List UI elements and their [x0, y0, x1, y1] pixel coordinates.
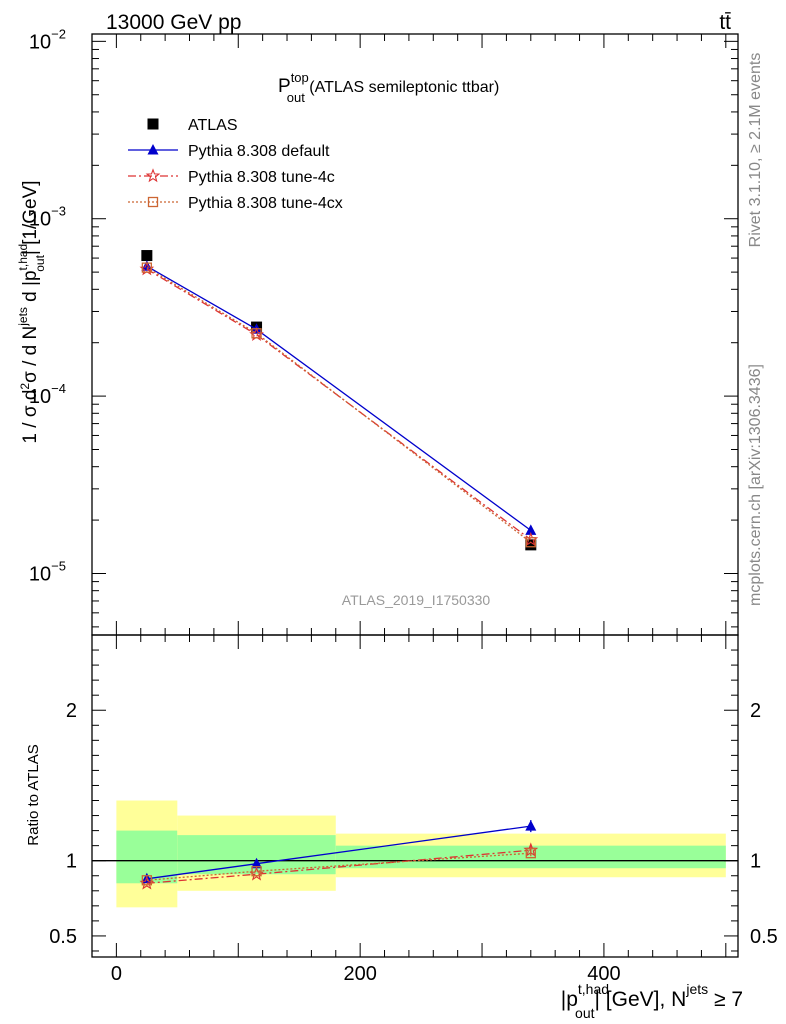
analysis-id: ATLAS_2019_I1750330	[342, 592, 491, 608]
data-point	[525, 524, 537, 535]
ratio-uncertainty-bands	[116, 800, 726, 908]
legend-marker	[147, 118, 159, 130]
ratio-point	[251, 857, 263, 869]
data-point	[525, 537, 536, 548]
main-y-axis-label: 1 / σ d2σ / d Njets d |pt,had out| [1/GeV…	[16, 180, 47, 443]
y-tick-label: 10−4	[29, 381, 66, 408]
legend: ATLAS Pythia 8.308 default Pythia 8.308 tu…	[128, 117, 343, 212]
mcplots-label: mcplots.cern.ch [arXiv:1306.3436]	[747, 364, 764, 606]
ratio-line	[146, 849, 531, 884]
data-point	[141, 250, 153, 262]
ratio-point	[251, 866, 262, 877]
legend-marker	[147, 144, 159, 155]
ratio-tick-label: 2	[66, 700, 77, 722]
ratio-point	[525, 848, 536, 859]
ratio-line	[146, 852, 531, 881]
series-line	[146, 268, 532, 541]
legend-label: ATLAS	[188, 117, 238, 134]
main-y-ticks: 10−5 10−4 10−3 10−2	[29, 26, 738, 628]
ratio-tick-label: 1	[66, 851, 77, 873]
ratio-panel-frame	[91, 634, 739, 958]
process-label: tt̄	[719, 11, 731, 34]
y-tick-label: 10−3	[29, 204, 66, 231]
main-title-rest: (ATLAS semileptonic ttbar)	[305, 79, 499, 96]
ratio-panel-series	[139, 820, 539, 890]
data-point	[251, 328, 262, 339]
legend-marker	[147, 196, 159, 208]
y-tick-label: 10−2	[29, 26, 66, 53]
ratio-tick-label-right: 0.5	[750, 926, 778, 948]
y-tick-label: 10−5	[29, 558, 66, 585]
legend-label: Pythia 8.308 tune-4c	[188, 169, 335, 186]
ratio-point	[525, 820, 537, 831]
inner-band	[335, 845, 726, 869]
data-point	[525, 539, 537, 551]
main-title: Ptop out (ATLAS semileptonic ttbar)	[278, 70, 499, 105]
main-title-sup: top	[291, 70, 309, 85]
ratio-y-ticks: 0.5 0.5 1 1 2 2	[49, 649, 778, 952]
x-axis-label: |pt,had out| [GeV], Njets ≥ 7	[561, 981, 743, 1021]
main-panel-series	[139, 250, 539, 551]
data-point	[141, 262, 152, 273]
data-point	[141, 260, 153, 271]
x-tick-label: 0	[111, 963, 122, 985]
ratio-tick-label-right: 1	[750, 851, 761, 873]
main-title-base: P	[278, 76, 291, 97]
x-axis-ticks: 0 200 400	[111, 34, 727, 985]
legend-marker	[145, 168, 161, 183]
series-line	[146, 267, 532, 543]
ratio-point	[141, 875, 152, 886]
main-title-sub: out	[287, 90, 305, 105]
ratio-tick-label: 0.5	[49, 926, 77, 948]
x-tick-label: 200	[343, 963, 376, 985]
series-line	[146, 265, 532, 531]
legend-label: Pythia 8.308 default	[188, 143, 330, 160]
x-tick-label: 400	[587, 963, 620, 985]
energy-label: 13000 GeV pp	[106, 11, 241, 34]
legend-label: Pythia 8.308 tune-4cx	[188, 195, 343, 212]
rivet-label: Rivet 3.1.10, ≥ 2.1M events	[747, 53, 764, 248]
ratio-tick-label-right: 2	[750, 700, 761, 722]
ratio-y-axis-label: Ratio to ATLAS	[25, 744, 42, 845]
